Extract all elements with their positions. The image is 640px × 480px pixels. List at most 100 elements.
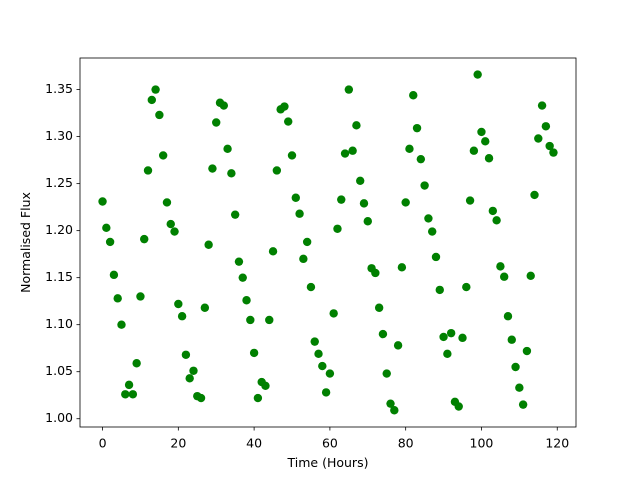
data-point — [496, 262, 505, 271]
data-point — [409, 91, 418, 100]
data-point — [446, 328, 456, 338]
y-axis-label: Normalised Flux — [18, 192, 33, 293]
data-point — [511, 362, 520, 372]
data-point — [200, 303, 210, 312]
data-point — [518, 400, 528, 409]
data-point — [158, 151, 168, 160]
data-point — [151, 85, 160, 94]
y-tick-label: 1.25 — [45, 175, 73, 190]
data-point — [507, 335, 516, 344]
data-point — [302, 237, 312, 247]
data-point — [177, 312, 187, 321]
data-point — [503, 312, 513, 321]
data-point — [109, 270, 119, 280]
data-point — [299, 254, 308, 264]
data-point — [113, 294, 122, 303]
data-point — [306, 282, 316, 292]
data-point — [170, 227, 179, 236]
data-point — [280, 102, 289, 111]
data-point — [234, 257, 244, 266]
data-point — [526, 271, 535, 280]
data-point — [382, 369, 391, 378]
data-point — [189, 366, 198, 375]
data-point — [124, 380, 134, 390]
data-point — [420, 181, 429, 190]
data-point — [435, 285, 444, 295]
data-point — [242, 296, 251, 305]
y-tick-label: 1.00 — [45, 410, 73, 425]
data-point — [359, 199, 369, 208]
data-point — [541, 122, 551, 131]
data-point — [212, 118, 221, 127]
data-point — [488, 206, 498, 216]
data-point — [268, 247, 278, 256]
data-point — [261, 381, 270, 391]
data-point — [121, 390, 130, 399]
data-point — [102, 223, 111, 233]
data-point — [185, 374, 194, 383]
data-point — [310, 337, 319, 346]
data-point — [352, 121, 361, 130]
data-point — [549, 148, 558, 157]
data-point — [230, 210, 240, 219]
data-point — [530, 190, 539, 200]
data-point — [246, 315, 255, 325]
data-point — [481, 137, 490, 146]
data-point — [473, 70, 482, 79]
data-point — [318, 361, 327, 371]
data-point — [412, 123, 422, 133]
data-point — [295, 209, 304, 218]
data-point — [416, 154, 426, 164]
data-point — [143, 166, 153, 175]
data-point — [105, 237, 115, 247]
plot-frame — [79, 57, 577, 428]
data-point — [386, 399, 395, 408]
data-point — [284, 117, 293, 126]
data-point — [337, 195, 346, 204]
data-point — [390, 406, 399, 415]
data-point — [545, 141, 554, 151]
data-point — [98, 197, 107, 206]
data-point — [469, 146, 479, 155]
x-tick-label: 100 — [470, 436, 494, 451]
data-point — [136, 292, 145, 301]
data-point — [424, 214, 433, 223]
data-point — [428, 227, 437, 236]
data-point — [314, 349, 323, 359]
data-point — [477, 127, 486, 137]
data-point — [454, 402, 463, 411]
data-point — [363, 217, 372, 226]
data-point — [272, 166, 282, 175]
data-point — [492, 216, 501, 225]
data-point — [515, 383, 524, 392]
data-point — [238, 273, 247, 282]
data-point — [223, 144, 232, 154]
data-point — [174, 299, 183, 309]
data-point — [325, 369, 335, 378]
data-point — [374, 303, 384, 312]
data-point — [253, 393, 263, 403]
data-point — [166, 219, 175, 229]
data-point — [522, 346, 532, 356]
data-point — [140, 234, 149, 244]
data-point — [431, 252, 441, 262]
y-tick-label: 1.35 — [45, 81, 73, 96]
data-point — [340, 149, 350, 158]
data-point — [371, 268, 380, 278]
x-tick-label: 120 — [545, 436, 569, 451]
data-point — [265, 315, 274, 325]
data-point — [117, 320, 126, 329]
data-point — [401, 198, 410, 207]
data-point — [147, 95, 157, 105]
data-point — [443, 349, 452, 359]
data-point — [128, 390, 138, 399]
data-point — [329, 309, 338, 318]
y-tick-label: 1.05 — [45, 363, 73, 378]
data-point — [155, 110, 164, 120]
x-axis-label: Time (Hours) — [287, 455, 369, 470]
y-tick-label: 1.20 — [45, 222, 73, 237]
y-tick-label: 1.30 — [45, 128, 73, 143]
data-point — [196, 393, 206, 403]
